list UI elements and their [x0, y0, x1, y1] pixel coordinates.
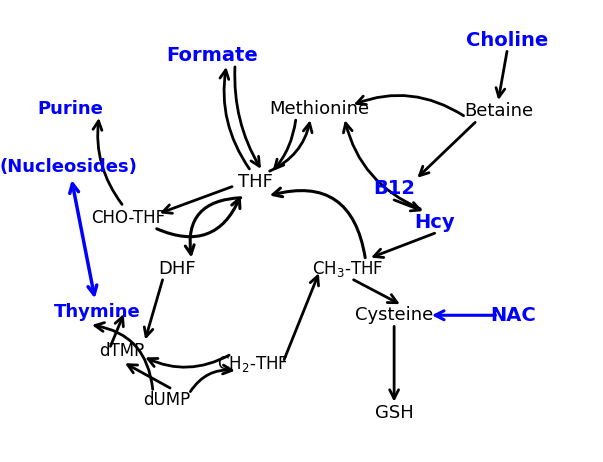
Text: NAC: NAC	[490, 306, 535, 325]
Text: B12: B12	[373, 179, 415, 198]
Text: CH$_3$-THF: CH$_3$-THF	[312, 259, 384, 279]
Text: CH$_2$-THF: CH$_2$-THF	[216, 354, 288, 374]
Text: Choline: Choline	[466, 31, 548, 50]
Text: Formate: Formate	[166, 46, 257, 65]
Text: dTMP: dTMP	[99, 342, 145, 360]
Text: (Nucleosides): (Nucleosides)	[0, 158, 137, 176]
Text: CHO-THF: CHO-THF	[91, 209, 165, 227]
Text: Methionine: Methionine	[269, 100, 369, 118]
Text: Betaine: Betaine	[464, 102, 533, 120]
Text: Thymine: Thymine	[54, 303, 141, 321]
Text: THF: THF	[238, 173, 273, 191]
Text: Cysteine: Cysteine	[355, 306, 433, 324]
Text: dUMP: dUMP	[144, 391, 191, 409]
Text: GSH: GSH	[374, 404, 414, 422]
Text: Purine: Purine	[37, 100, 103, 118]
Text: DHF: DHF	[158, 260, 196, 278]
Text: Hcy: Hcy	[414, 213, 455, 231]
